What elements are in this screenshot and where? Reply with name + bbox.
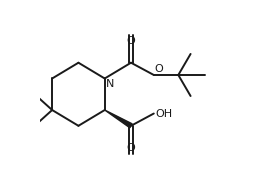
Text: O: O [153, 64, 162, 74]
Text: O: O [126, 36, 135, 46]
Text: OH: OH [155, 109, 172, 119]
Polygon shape [104, 110, 132, 128]
Text: O: O [126, 143, 135, 153]
Text: N: N [105, 79, 114, 89]
